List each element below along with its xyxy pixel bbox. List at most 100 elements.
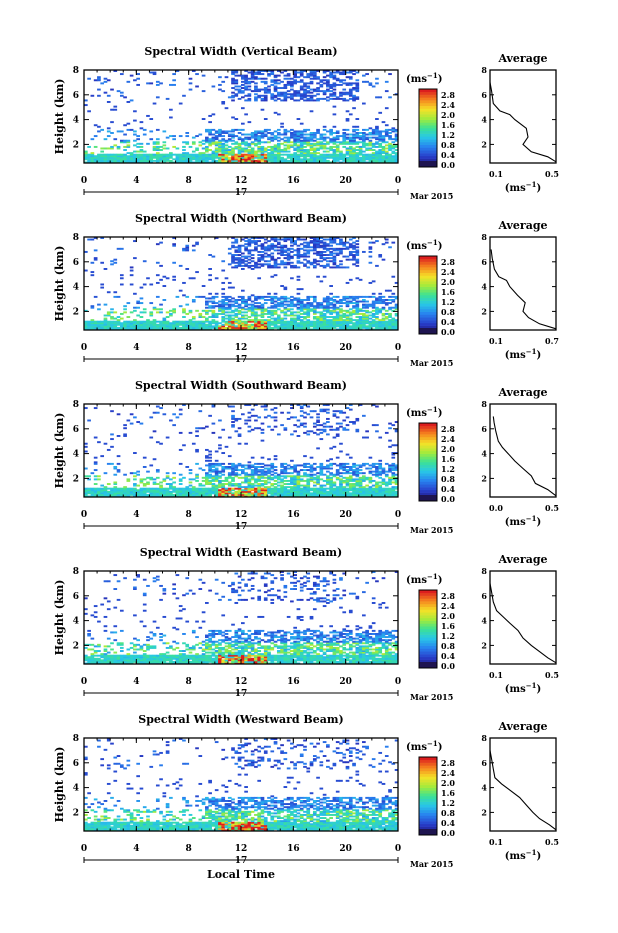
average-y-tick-label: 8 [481,232,487,242]
colorbar-segment [419,431,437,434]
colorbar-tick-label: 2.0 [441,611,455,621]
colorbar-segment [419,788,437,791]
colorbar-tick-label: 1.6 [441,788,455,798]
day-label: 17 [235,188,248,198]
colorbar-segment [419,139,437,142]
colorbar-segment [419,479,437,482]
month-label: Mar 2015 [410,358,453,368]
x-tick-label: 16 [287,343,300,353]
colorbar-segment [419,134,437,137]
colorbar-segment [419,114,437,117]
colorbar-segment [419,97,437,100]
day-label: 17 [235,856,248,866]
colorbar-segment [419,601,437,604]
colorbar-segment [419,270,437,273]
colorbar-segment [419,451,437,454]
month-label: Mar 2015 [410,859,453,869]
colorbar-unit: (ms−1) [406,739,442,753]
average-y-tick-label: 8 [481,65,487,75]
y-tick-label: 4 [73,450,79,460]
colorbar-tick-label: 2.0 [441,444,455,454]
x-tick-label: 4 [133,343,139,353]
average-y-tick-label: 6 [481,257,487,267]
y-tick-label: 2 [73,474,79,484]
colorbar-segment [419,495,437,501]
colorbar: (ms−1)2.82.42.01.61.20.80.40.0 [406,71,455,170]
colorbar-segment [419,281,437,284]
y-tick-label: 8 [73,567,79,577]
colorbar-tick-label: 1.2 [441,464,455,474]
x-tick-label: 0 [81,176,87,186]
colorbar-segment [419,632,437,635]
colorbar-tick-label: 1.2 [441,798,455,808]
colorbar-segment [419,462,437,465]
colorbar-unit: (ms−1) [406,572,442,586]
panel-title: Spectral Width (Vertical Beam) [144,45,337,58]
colorbar-segment [419,117,437,120]
x-tick-label: 0 [395,677,401,687]
colorbar-segment [419,615,437,618]
colorbar-tick-label: 2.4 [441,267,455,277]
colorbar-segment [419,629,437,632]
average-y-tick-label: 8 [481,399,487,409]
colorbar-segment [419,768,437,771]
colorbar-segment [419,448,437,451]
colorbar-segment [419,434,437,437]
colorbar-segment [419,771,437,774]
colorbar-tick-label: 1.6 [441,120,455,130]
colorbar-segment [419,799,437,802]
average-x-tick-label: 0.5 [545,837,559,847]
colorbar-segment [419,490,437,493]
average-profile-line [491,249,556,328]
colorbar-tick-label: 0.8 [441,474,455,484]
x-tick-label: 0 [395,343,401,353]
colorbar-segment [419,810,437,813]
colorbar-segment [419,306,437,309]
colorbar-tick-label: 0.4 [441,150,455,160]
colorbar-tick-label: 0.4 [441,651,455,661]
colorbar-segment [419,122,437,125]
y-tick-label: 8 [73,66,79,76]
colorbar-unit: (ms−1) [406,71,442,85]
colorbar-tick-label: 2.0 [441,110,455,120]
colorbar-segment [419,760,437,763]
colorbar-tick-label: 1.2 [441,631,455,641]
colorbar-segment [419,482,437,485]
y-axis-label: Height (km) [53,580,66,656]
colorbar-segment [419,276,437,279]
heatmap-cells [84,571,398,664]
y-tick-label: 6 [73,258,79,268]
colorbar-tick-label: 0.4 [441,818,455,828]
colorbar-segment [419,259,437,262]
colorbar-segment [419,604,437,607]
colorbar-segment [419,473,437,476]
day-label: 17 [235,355,248,365]
colorbar-segment [419,774,437,777]
average-profile-line [493,416,556,495]
x-tick-label: 4 [133,176,139,186]
colorbar-segment [419,782,437,785]
colorbar-segment [419,111,437,114]
average-frame [490,571,556,664]
x-tick-label: 4 [133,510,139,520]
colorbar-segment [419,646,437,649]
day-label: 17 [235,689,248,699]
colorbar-tick-label: 2.0 [441,778,455,788]
colorbar-segment [419,92,437,95]
colorbar-segment [419,284,437,287]
colorbar-tick-label: 0.8 [441,140,455,150]
colorbar-segment [419,323,437,326]
average-x-tick-label: 0.1 [489,336,503,346]
colorbar-segment [419,626,437,629]
colorbar-segment [419,429,437,432]
y-axis-label: Height (km) [53,747,66,823]
colorbar-segment [419,148,437,151]
average-x-tick-label: 0.1 [489,670,503,680]
colorbar-segment [419,287,437,290]
colorbar-segment [419,818,437,821]
colorbar-tick-label: 1.2 [441,130,455,140]
